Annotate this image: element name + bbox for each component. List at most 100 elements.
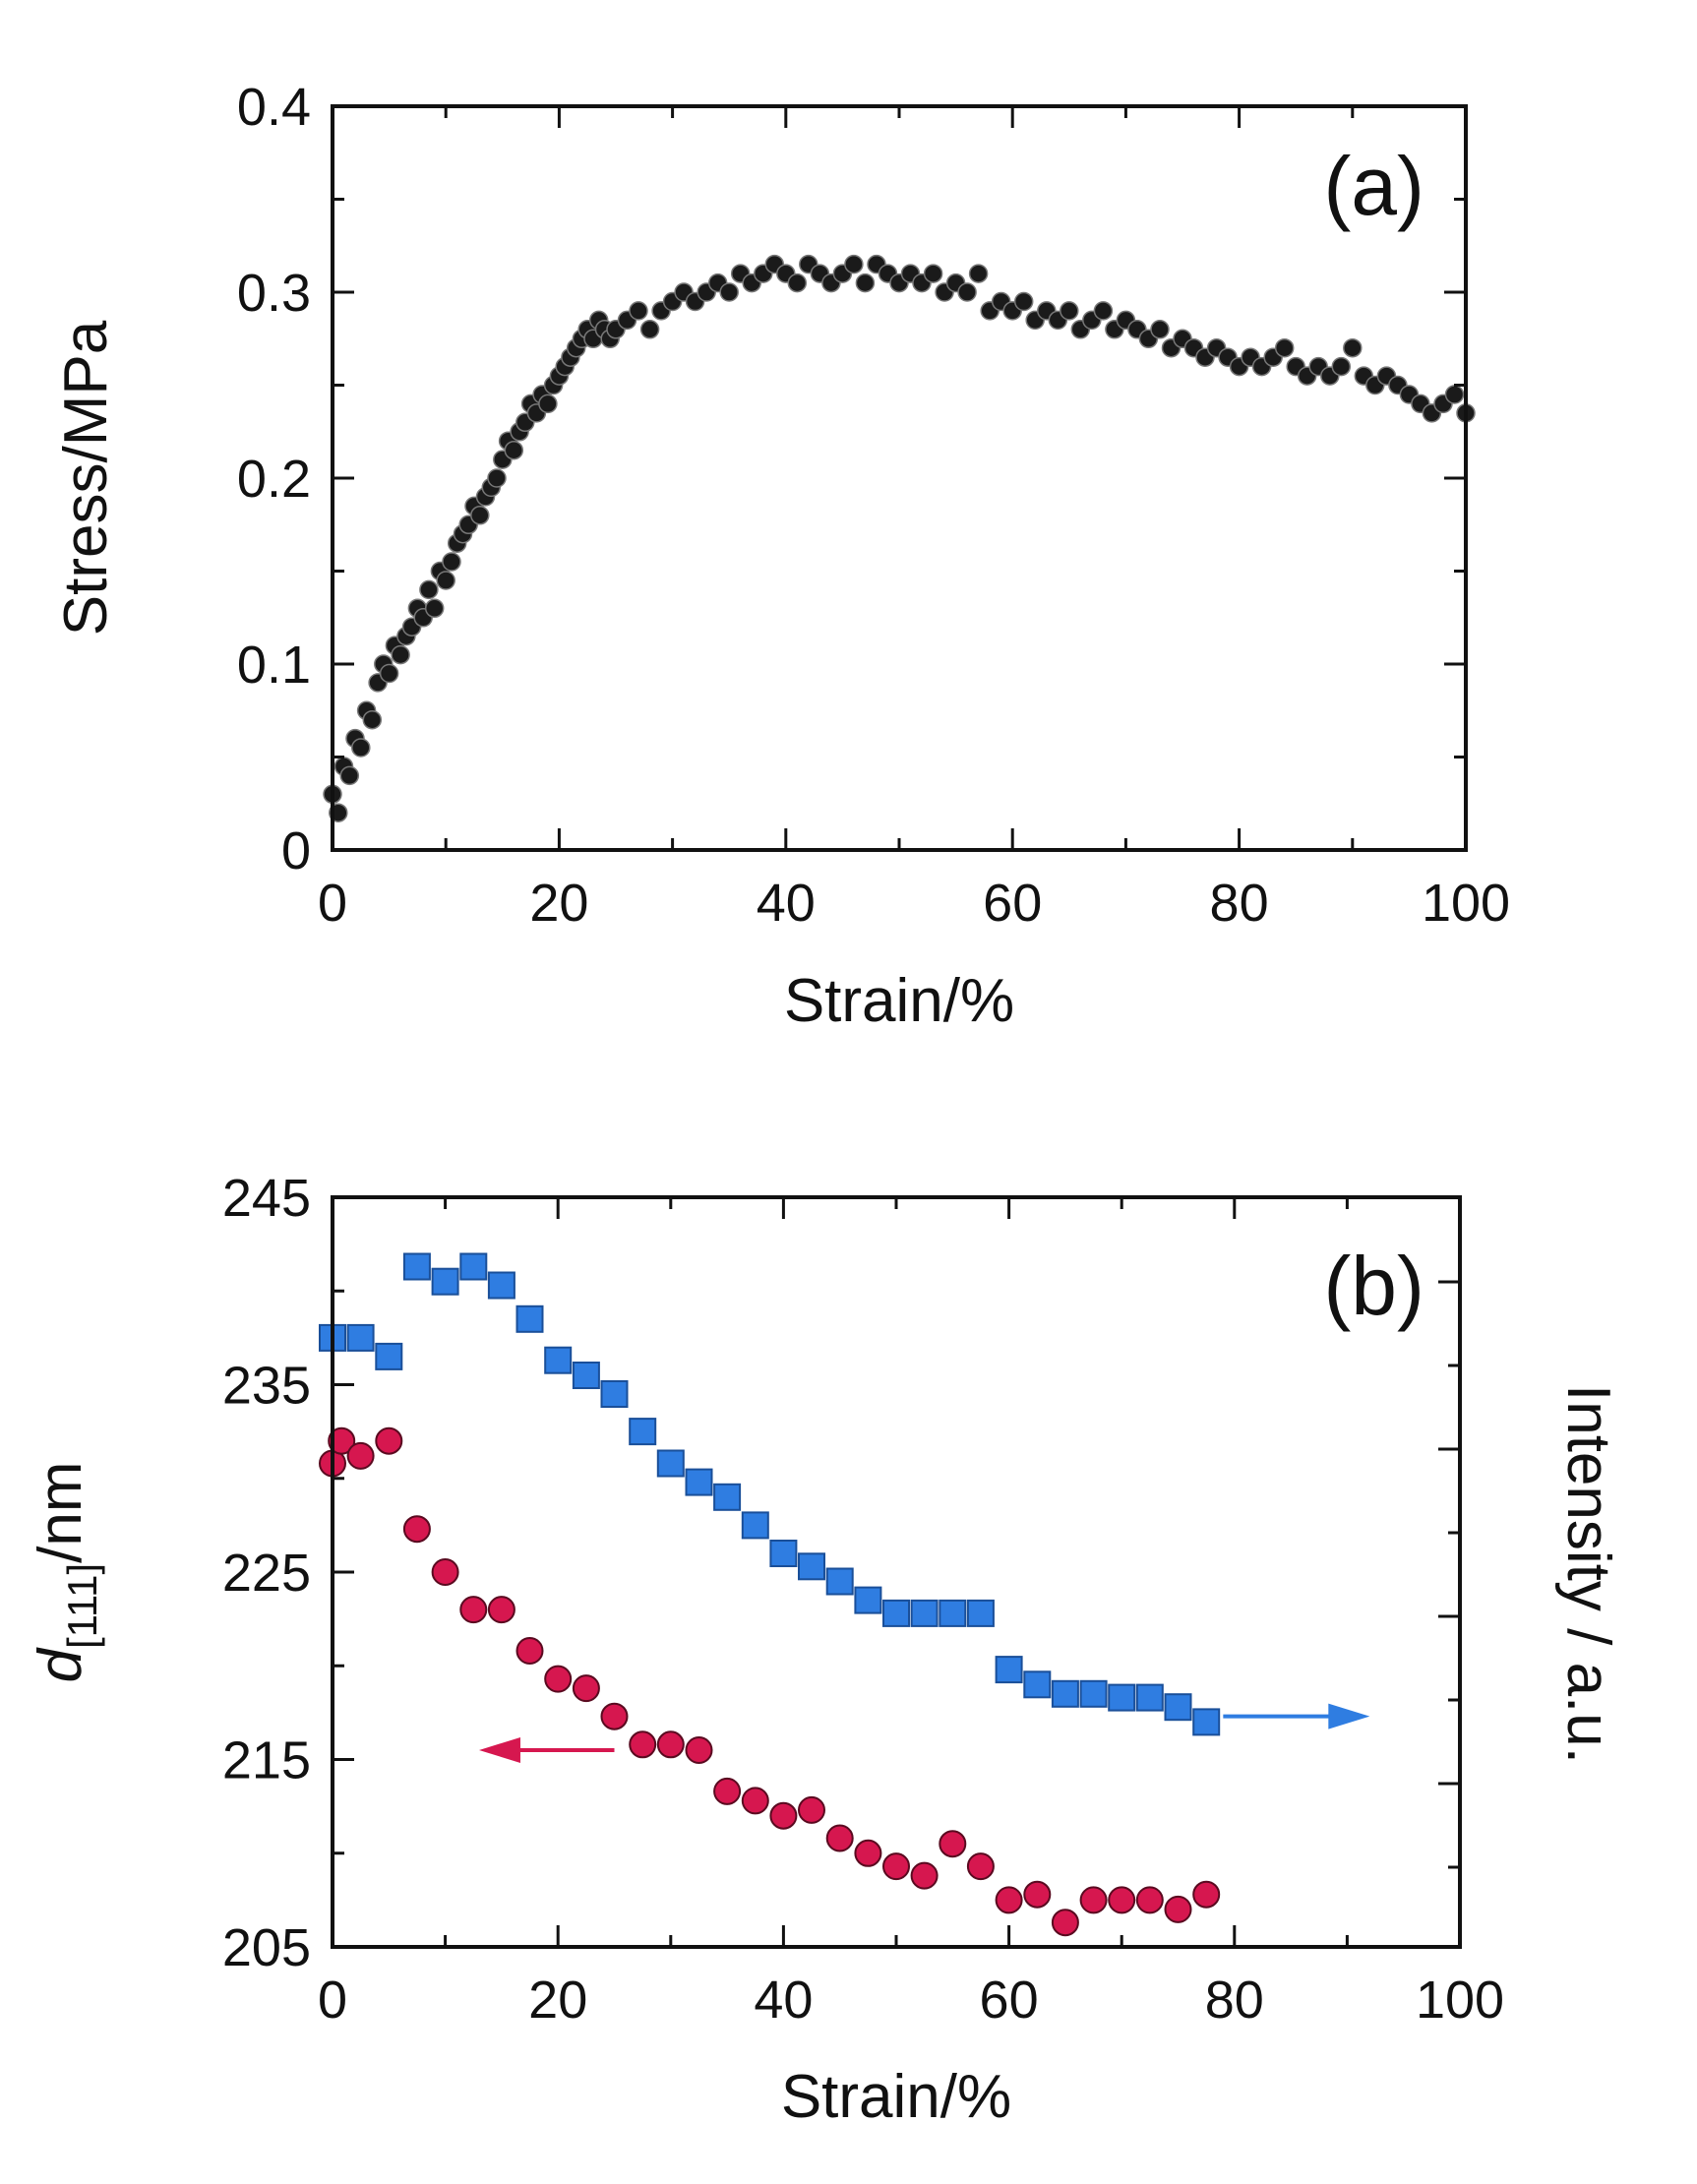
stress-point bbox=[1274, 337, 1295, 358]
d111-point bbox=[854, 1839, 882, 1867]
panel-b-ylabel-left: d[111]/nm bbox=[27, 1461, 105, 1682]
panel-b-frame bbox=[331, 1195, 1462, 1949]
stress-point bbox=[442, 552, 461, 572]
intensity-point bbox=[487, 1271, 515, 1300]
d111-point bbox=[713, 1777, 742, 1805]
d111-point bbox=[459, 1596, 488, 1624]
stress-point bbox=[1093, 301, 1114, 321]
d111-point bbox=[346, 1441, 375, 1470]
y-tick-label: 0 bbox=[281, 821, 311, 880]
intensity-point bbox=[1192, 1708, 1221, 1736]
panel-b-ylabel-right: Intensity / a.u. bbox=[1554, 1384, 1622, 1764]
panel-b: 0 20 40 60 80 100 205 215 225 235 245 Strain/% d[… bbox=[27, 1169, 1622, 2131]
right-axis-arrow bbox=[1223, 1703, 1370, 1729]
panel-a-xlabel: Strain/% bbox=[784, 967, 1014, 1035]
stress-point bbox=[844, 254, 864, 274]
intensity-point bbox=[1023, 1670, 1052, 1699]
d111-point bbox=[328, 1426, 356, 1455]
y-tick-label: 0.3 bbox=[237, 264, 311, 323]
d111-point bbox=[882, 1852, 910, 1881]
intensity-point bbox=[656, 1449, 685, 1478]
y-tick-label: 0.4 bbox=[237, 78, 311, 137]
d111-point bbox=[910, 1861, 939, 1890]
stress-point bbox=[379, 663, 399, 684]
stress-point bbox=[487, 468, 507, 488]
panel-a-xtick-labels: 0 20 40 60 80 100 bbox=[318, 874, 1510, 933]
stress-point bbox=[629, 301, 648, 321]
panel-b-ytick-labels: 205 215 225 235 245 bbox=[222, 1169, 311, 1977]
stress-point bbox=[1013, 291, 1034, 312]
intensity-point bbox=[713, 1483, 742, 1511]
d111-point bbox=[1079, 1886, 1108, 1914]
x-tick-label: 20 bbox=[528, 1971, 587, 2030]
intensity-point bbox=[939, 1599, 967, 1627]
panel-a-ticks bbox=[331, 104, 1468, 852]
intensity-point bbox=[995, 1656, 1023, 1684]
panel-b-xlabel: Strain/% bbox=[781, 2063, 1011, 2131]
d111-point bbox=[1192, 1880, 1221, 1909]
d111-point bbox=[1051, 1909, 1079, 1937]
intensity-point bbox=[685, 1468, 713, 1496]
intensity-point bbox=[882, 1599, 910, 1627]
d111-point bbox=[825, 1824, 854, 1852]
intensity-point bbox=[769, 1540, 798, 1567]
d111-point bbox=[600, 1702, 629, 1730]
intensity-point bbox=[544, 1346, 573, 1374]
stress-point bbox=[424, 598, 445, 619]
intensity-point bbox=[402, 1252, 431, 1281]
d111-point bbox=[1135, 1886, 1164, 1914]
x-tick-label: 60 bbox=[980, 1971, 1039, 2030]
intensity-point bbox=[910, 1599, 939, 1627]
intensity-point bbox=[572, 1362, 600, 1389]
d111-point bbox=[515, 1637, 544, 1665]
x-tick-label: 80 bbox=[1205, 1971, 1264, 2030]
stress-point bbox=[339, 765, 360, 786]
intensity-point bbox=[1108, 1683, 1136, 1712]
d111-point bbox=[769, 1801, 798, 1830]
panel-b-arrows bbox=[478, 1703, 1370, 1763]
stress-point bbox=[639, 320, 660, 339]
stress-point bbox=[538, 394, 558, 414]
d111-point bbox=[431, 1558, 459, 1586]
panel-a-points bbox=[323, 254, 1476, 822]
stress-point bbox=[1444, 385, 1465, 404]
panel-a-ytick-labels: 0 0.1 0.2 0.3 0.4 bbox=[237, 78, 311, 880]
x-tick-label: 60 bbox=[983, 874, 1042, 933]
stress-point bbox=[419, 579, 439, 600]
d111-point bbox=[798, 1795, 825, 1824]
y-tick-label: 205 bbox=[222, 1918, 311, 1977]
intensity-point bbox=[346, 1323, 375, 1352]
x-tick-label: 0 bbox=[318, 874, 347, 933]
d111-point bbox=[544, 1665, 573, 1693]
d111-point bbox=[487, 1596, 515, 1624]
panel-a-ylabel: Stress/MPa bbox=[52, 320, 120, 636]
d111-point bbox=[1164, 1895, 1192, 1923]
intensity-point bbox=[741, 1511, 769, 1540]
y-tick-label: 0.2 bbox=[237, 450, 311, 509]
x-tick-label: 40 bbox=[754, 1971, 813, 2030]
x-tick-label: 100 bbox=[1422, 874, 1510, 933]
intensity-point bbox=[459, 1252, 488, 1281]
y-tick-label: 245 bbox=[222, 1169, 311, 1228]
x-tick-label: 40 bbox=[757, 874, 816, 933]
stress-point bbox=[1060, 301, 1079, 321]
x-tick-label: 20 bbox=[529, 874, 588, 933]
stress-point bbox=[504, 440, 524, 460]
d-subscript: [111] bbox=[59, 1563, 105, 1649]
d111-point bbox=[572, 1674, 600, 1703]
d-unit: /nm bbox=[27, 1461, 94, 1562]
stress-point bbox=[923, 264, 943, 283]
panel-a-label: (a) bbox=[1323, 140, 1424, 232]
intensity-point bbox=[431, 1267, 459, 1296]
stress-point bbox=[855, 273, 876, 293]
stress-point bbox=[968, 264, 989, 283]
stress-point bbox=[362, 709, 383, 730]
x-tick-label: 100 bbox=[1416, 1971, 1504, 2030]
intensity-point bbox=[1164, 1693, 1192, 1722]
stress-point bbox=[1343, 337, 1363, 358]
intensity-point bbox=[854, 1586, 882, 1614]
intensity-point bbox=[1079, 1679, 1108, 1708]
intensity-point bbox=[600, 1380, 629, 1408]
panel-b-label: (b) bbox=[1323, 1240, 1424, 1332]
